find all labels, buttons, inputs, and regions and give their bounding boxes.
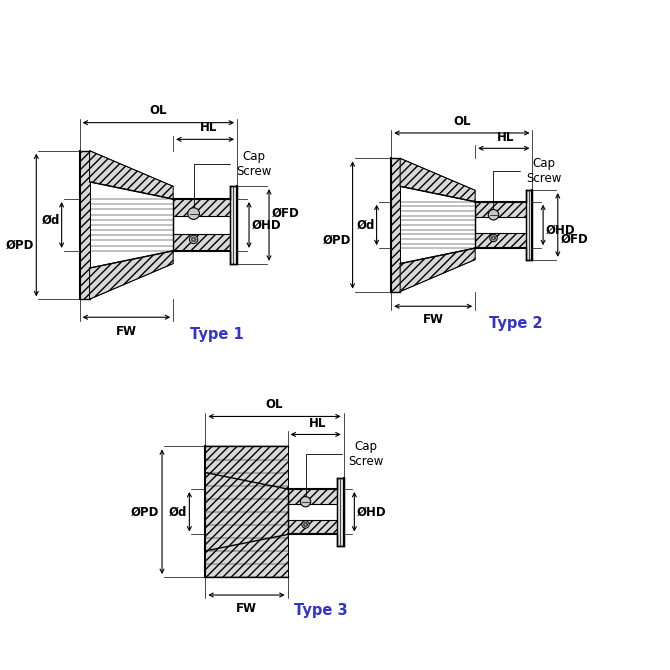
Text: OL: OL [266,398,283,411]
Circle shape [488,210,498,220]
Text: HL: HL [200,121,217,134]
Polygon shape [391,158,400,291]
Text: ØHD: ØHD [546,223,576,237]
Text: Type 1: Type 1 [190,327,244,342]
Polygon shape [173,199,230,251]
Polygon shape [475,202,526,248]
Circle shape [300,496,311,507]
Text: Type 3: Type 3 [294,603,348,618]
Bar [526,190,533,260]
Text: Type 2: Type 2 [488,316,542,330]
Text: HL: HL [497,131,515,143]
Text: ØPD: ØPD [5,239,34,251]
Text: Ød: Ød [42,214,60,227]
Polygon shape [400,158,475,202]
Text: HL: HL [309,417,326,429]
Polygon shape [400,248,475,291]
Text: FW: FW [423,313,444,326]
Text: Cap
Screw: Cap Screw [494,157,561,212]
Text: FW: FW [116,324,137,338]
Text: ØFD: ØFD [560,232,588,245]
Text: OL: OL [149,104,167,117]
Text: ØHD: ØHD [252,218,281,231]
Bar [475,216,526,233]
Text: FW: FW [236,602,257,615]
Bar [338,478,344,546]
Circle shape [302,521,310,528]
Text: ØHD: ØHD [357,505,387,519]
Circle shape [190,235,198,244]
Bar [173,216,230,234]
Text: ØPD: ØPD [131,505,159,519]
Polygon shape [206,446,287,577]
Circle shape [188,208,200,219]
Text: Cap
Screw: Cap Screw [194,151,271,211]
Text: OL: OL [453,115,470,128]
Text: ØFD: ØFD [272,207,299,220]
Text: ØPD: ØPD [322,233,350,247]
Polygon shape [90,251,173,299]
Bar [287,504,338,520]
Polygon shape [90,151,173,199]
Polygon shape [80,151,90,299]
Bar [230,186,237,264]
Text: Cap
Screw: Cap Screw [306,440,383,499]
Circle shape [490,234,497,242]
Text: Ød: Ød [356,218,375,231]
Polygon shape [287,489,338,535]
Text: Ød: Ød [169,505,188,519]
